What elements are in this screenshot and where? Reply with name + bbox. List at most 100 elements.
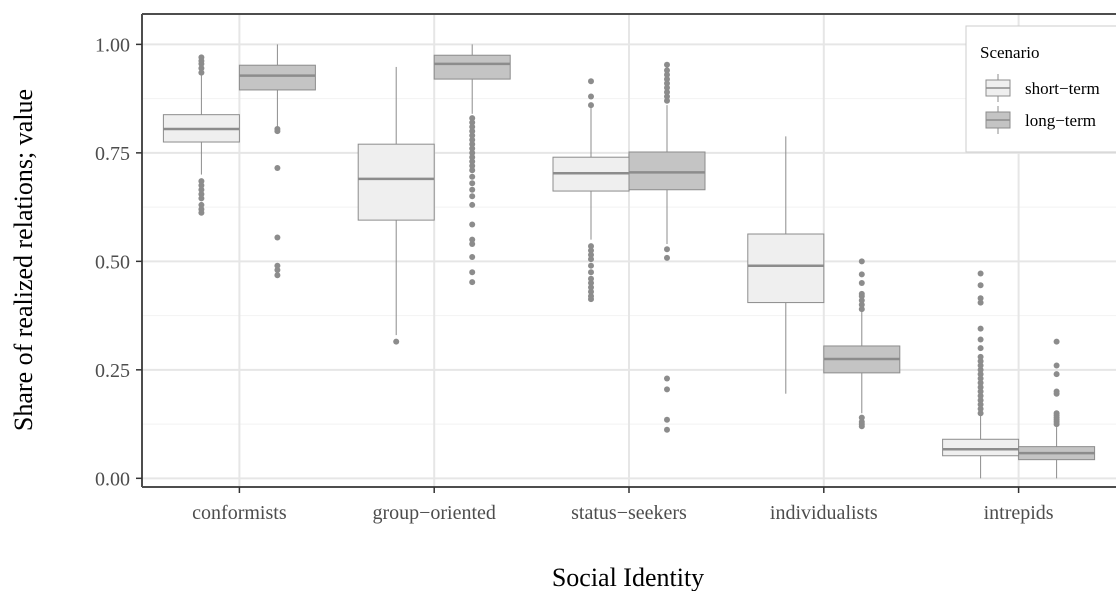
outlier-point xyxy=(469,167,476,174)
outlier-point xyxy=(664,426,670,433)
x-tick-label: conformists xyxy=(192,502,287,524)
legend-title: Scenario xyxy=(980,43,1039,62)
outlier-point xyxy=(977,336,984,343)
outlier-point xyxy=(469,193,476,200)
outlier-point xyxy=(664,76,670,83)
outlier-point xyxy=(588,288,594,295)
outlier-point xyxy=(588,247,594,254)
outlier-point xyxy=(1053,338,1060,345)
outlier-point xyxy=(664,375,670,382)
outlier-point xyxy=(469,123,476,130)
outlier-point xyxy=(977,295,984,302)
outlier-point xyxy=(858,306,865,313)
box-iqr xyxy=(942,438,1020,457)
outlier-point xyxy=(858,297,865,304)
outlier-point xyxy=(977,353,984,360)
outlier-point xyxy=(469,145,476,152)
outlier-point xyxy=(588,269,594,276)
outlier-point xyxy=(274,165,281,172)
x-axis: conformists group−oriented status−seekers i… xyxy=(192,487,1054,524)
outlier-point xyxy=(588,251,594,258)
outlier-point xyxy=(198,191,205,198)
outlier-point xyxy=(469,136,476,143)
outlier-point xyxy=(664,67,670,74)
outlier-point xyxy=(198,54,205,61)
outlier-point xyxy=(469,173,476,180)
outlier-point xyxy=(1053,410,1060,417)
box-iqr xyxy=(433,54,511,80)
outlier-point xyxy=(664,84,670,91)
outlier-point xyxy=(198,206,205,213)
outlier-point xyxy=(469,269,476,276)
outlier-point xyxy=(469,236,476,243)
outlier-point xyxy=(393,338,400,345)
outlier-point xyxy=(977,384,984,391)
outlier-point xyxy=(469,119,476,126)
outlier-point xyxy=(664,71,670,78)
outlier-point xyxy=(198,201,205,208)
box-status−seekers-short−term xyxy=(552,78,630,303)
outlier-point xyxy=(469,115,476,122)
box-iqr xyxy=(628,151,706,191)
outlier-point xyxy=(858,271,865,278)
outlier-point xyxy=(274,267,281,274)
box-intrepids-long−term xyxy=(1018,338,1096,479)
x-tick-label: individualists xyxy=(770,502,878,524)
outlier-point xyxy=(469,201,476,208)
outlier-point xyxy=(977,325,984,332)
box-status−seekers-long−term xyxy=(628,61,706,433)
outlier-point xyxy=(469,180,476,187)
outlier-point xyxy=(977,371,984,378)
box-conformists-short−term xyxy=(162,54,240,216)
legend-item-long−term: long−term xyxy=(985,106,1096,134)
outlier-point xyxy=(274,262,281,269)
outlier-point xyxy=(198,69,205,76)
outlier-point xyxy=(588,78,594,85)
legend: Scenario short−term long−term xyxy=(965,25,1116,153)
legend-item-short−term: short−term xyxy=(985,74,1100,102)
outlier-point xyxy=(274,272,281,279)
outlier-point xyxy=(858,290,865,297)
legend-label: short−term xyxy=(1025,79,1100,98)
box-iqr xyxy=(357,143,435,221)
outlier-point xyxy=(858,418,865,425)
box-series xyxy=(162,44,1096,479)
outlier-point xyxy=(469,154,476,161)
outlier-point xyxy=(858,258,865,265)
outlier-point xyxy=(977,358,984,365)
outlier-point xyxy=(858,301,865,308)
y-axis: 0.00 0.25 0.50 0.75 1.00 xyxy=(95,34,142,490)
outlier-point xyxy=(1053,362,1060,369)
legend-label: long−term xyxy=(1025,111,1096,130)
outlier-point xyxy=(664,254,670,261)
outlier-point xyxy=(469,132,476,139)
outlier-point xyxy=(977,401,984,408)
outlier-point xyxy=(274,125,281,132)
outlier-point xyxy=(664,93,670,100)
y-tick-label: 0.50 xyxy=(95,251,130,273)
outlier-point xyxy=(469,141,476,148)
outlier-point xyxy=(977,366,984,373)
outlier-point xyxy=(977,345,984,352)
outlier-point xyxy=(977,405,984,412)
outlier-point xyxy=(977,299,984,306)
outlier-point xyxy=(977,392,984,399)
outlier-point xyxy=(664,89,670,96)
outlier-point xyxy=(664,246,670,253)
outlier-point xyxy=(1053,388,1060,395)
outlier-point xyxy=(1053,371,1060,378)
outlier-point xyxy=(664,97,670,104)
outlier-point xyxy=(588,256,594,263)
outlier-point xyxy=(977,375,984,382)
outlier-point xyxy=(198,195,205,202)
x-axis-title: Social Identity xyxy=(552,563,704,591)
box-conformists-long−term xyxy=(238,44,316,279)
outlier-point xyxy=(469,279,476,286)
box-group−oriented-short−term xyxy=(357,66,435,345)
outlier-point xyxy=(664,416,670,423)
outlier-point xyxy=(274,234,281,241)
outlier-point xyxy=(588,275,594,282)
outlier-point xyxy=(469,240,476,247)
box-intrepids-short−term xyxy=(942,270,1020,479)
